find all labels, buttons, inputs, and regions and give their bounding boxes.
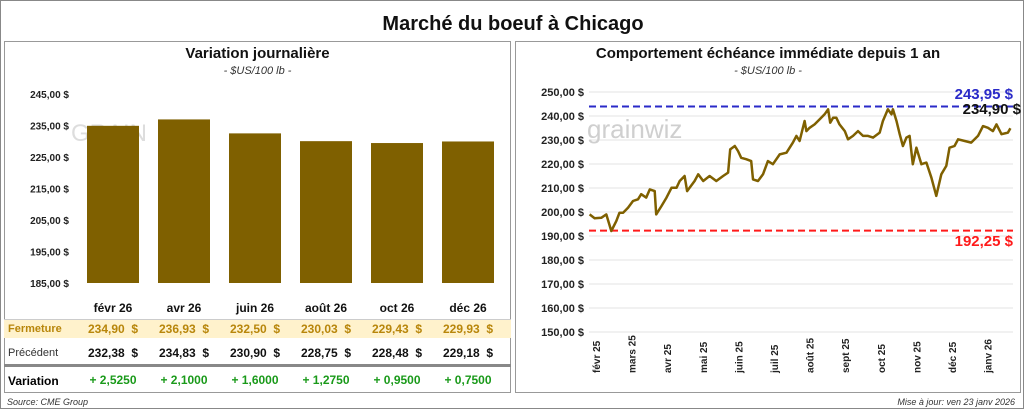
x-tick-label: déc 25 xyxy=(948,341,959,373)
y-tick-label: 200,00 $ xyxy=(541,207,584,219)
change-cell: + 1,6000 xyxy=(231,373,279,387)
y-tick-label: 190,00 $ xyxy=(541,231,584,243)
change-cell: + 0,7500 xyxy=(444,373,492,387)
change-cell: + 2,5250 xyxy=(89,373,137,387)
close-cell: 229,43 $ xyxy=(371,322,423,336)
y-tick-label: 160,00 $ xyxy=(541,303,584,315)
close-cell: 229,93 $ xyxy=(442,322,494,336)
change-cell: + 1,2750 xyxy=(302,373,350,387)
last-price-label: 234,90 $ xyxy=(963,101,1022,118)
previous-cell: 228,75 $ xyxy=(300,346,352,360)
y-tick-label: 215,00 $ xyxy=(30,185,69,196)
update-note: Mise à jour: ven 23 janv 2026 xyxy=(897,397,1015,407)
price-line xyxy=(588,108,1012,233)
bar xyxy=(442,141,494,283)
x-tick-label: août 25 xyxy=(806,338,817,373)
max-label: 243,95 $ xyxy=(955,86,1014,103)
y-tick-label: 230,00 $ xyxy=(541,135,584,147)
previous-row: Précédent 232,38 $ 234,83 $ 230,90 $ 228,75… xyxy=(4,344,511,367)
x-tick-label: sept 25 xyxy=(841,338,852,373)
y-tick-label: 205,00 $ xyxy=(30,216,69,227)
left-panel-frame xyxy=(4,41,511,393)
previous-cell: 230,90 $ xyxy=(229,346,281,360)
x-tick-label: juin 25 xyxy=(734,341,745,374)
right-chart-title: Comportement échéance immédiate depuis 1… xyxy=(595,45,941,62)
bar xyxy=(300,141,352,283)
change-row: Variation + 2,5250 + 2,1000 + 1,6000 + 1,27… xyxy=(4,371,511,389)
x-tick-label: oct 26 xyxy=(380,301,415,315)
bar xyxy=(229,133,281,283)
x-tick-label: oct 25 xyxy=(877,344,888,373)
previous-cell: 229,18 $ xyxy=(442,346,494,360)
bar xyxy=(158,119,210,283)
close-row: Fermeture 234,90 $ 236,93 $ 232,50 $ 230,03… xyxy=(4,319,511,338)
x-tick-label: févr 26 xyxy=(94,301,133,315)
previous-cell: 228,48 $ xyxy=(371,346,423,360)
y-tick-label: 220,00 $ xyxy=(541,159,584,171)
y-tick-label: 225,00 $ xyxy=(30,153,69,164)
y-tick-label: 235,00 $ xyxy=(30,122,69,133)
left-chart-title: Variation journalière xyxy=(185,45,330,62)
y-tick-label: 245,00 $ xyxy=(30,90,69,101)
y-tick-label: 170,00 $ xyxy=(541,279,584,291)
bar xyxy=(371,143,423,283)
y-tick-label: 240,00 $ xyxy=(541,111,584,123)
y-tick-label: 180,00 $ xyxy=(541,255,584,267)
x-tick-label: déc 26 xyxy=(449,301,487,315)
min-label: 192,25 $ xyxy=(955,233,1014,250)
watermark-logo: grainwiz xyxy=(587,114,682,144)
x-tick-label: juin 26 xyxy=(235,301,274,315)
y-tick-label: 250,00 $ xyxy=(541,87,584,99)
previous-row-label: Précédent xyxy=(8,347,59,359)
close-row-label: Fermeture xyxy=(8,323,62,335)
x-tick-label: avr 26 xyxy=(167,301,202,315)
x-tick-label: mars 25 xyxy=(628,335,639,373)
page-title: Marché du boeuf à Chicago xyxy=(382,13,644,35)
x-tick-label: juil 25 xyxy=(770,344,781,374)
x-tick-label: août 26 xyxy=(305,301,347,315)
previous-cell: 234,83 $ xyxy=(158,346,210,360)
right-panel-frame xyxy=(515,41,1021,393)
source-note: Source: CME Group xyxy=(7,397,89,407)
x-tick-label: mai 25 xyxy=(699,341,710,373)
x-tick-label: avr 25 xyxy=(663,344,674,373)
close-cell: 230,03 $ xyxy=(300,322,352,336)
y-tick-label: 185,00 $ xyxy=(30,279,69,290)
right-chart-unit: - $US/100 lb - xyxy=(734,65,802,77)
y-tick-label: 210,00 $ xyxy=(541,183,584,195)
previous-cell: 232,38 $ xyxy=(87,346,139,360)
close-cell: 232,50 $ xyxy=(229,322,281,336)
change-cell: + 2,1000 xyxy=(160,373,208,387)
close-cell: 234,90 $ xyxy=(87,322,139,336)
change-cell: + 0,9500 xyxy=(373,373,421,387)
change-row-label: Variation xyxy=(8,374,59,388)
bar xyxy=(87,125,139,283)
x-tick-label: févr 25 xyxy=(592,340,603,373)
y-tick-label: 195,00 $ xyxy=(30,248,69,259)
left-chart-unit: - $US/100 lb - xyxy=(223,65,292,77)
x-tick-label: janv 26 xyxy=(984,339,995,374)
y-tick-label: 150,00 $ xyxy=(541,327,584,339)
x-tick-label: nov 25 xyxy=(912,341,923,373)
close-cell: 236,93 $ xyxy=(158,322,210,336)
